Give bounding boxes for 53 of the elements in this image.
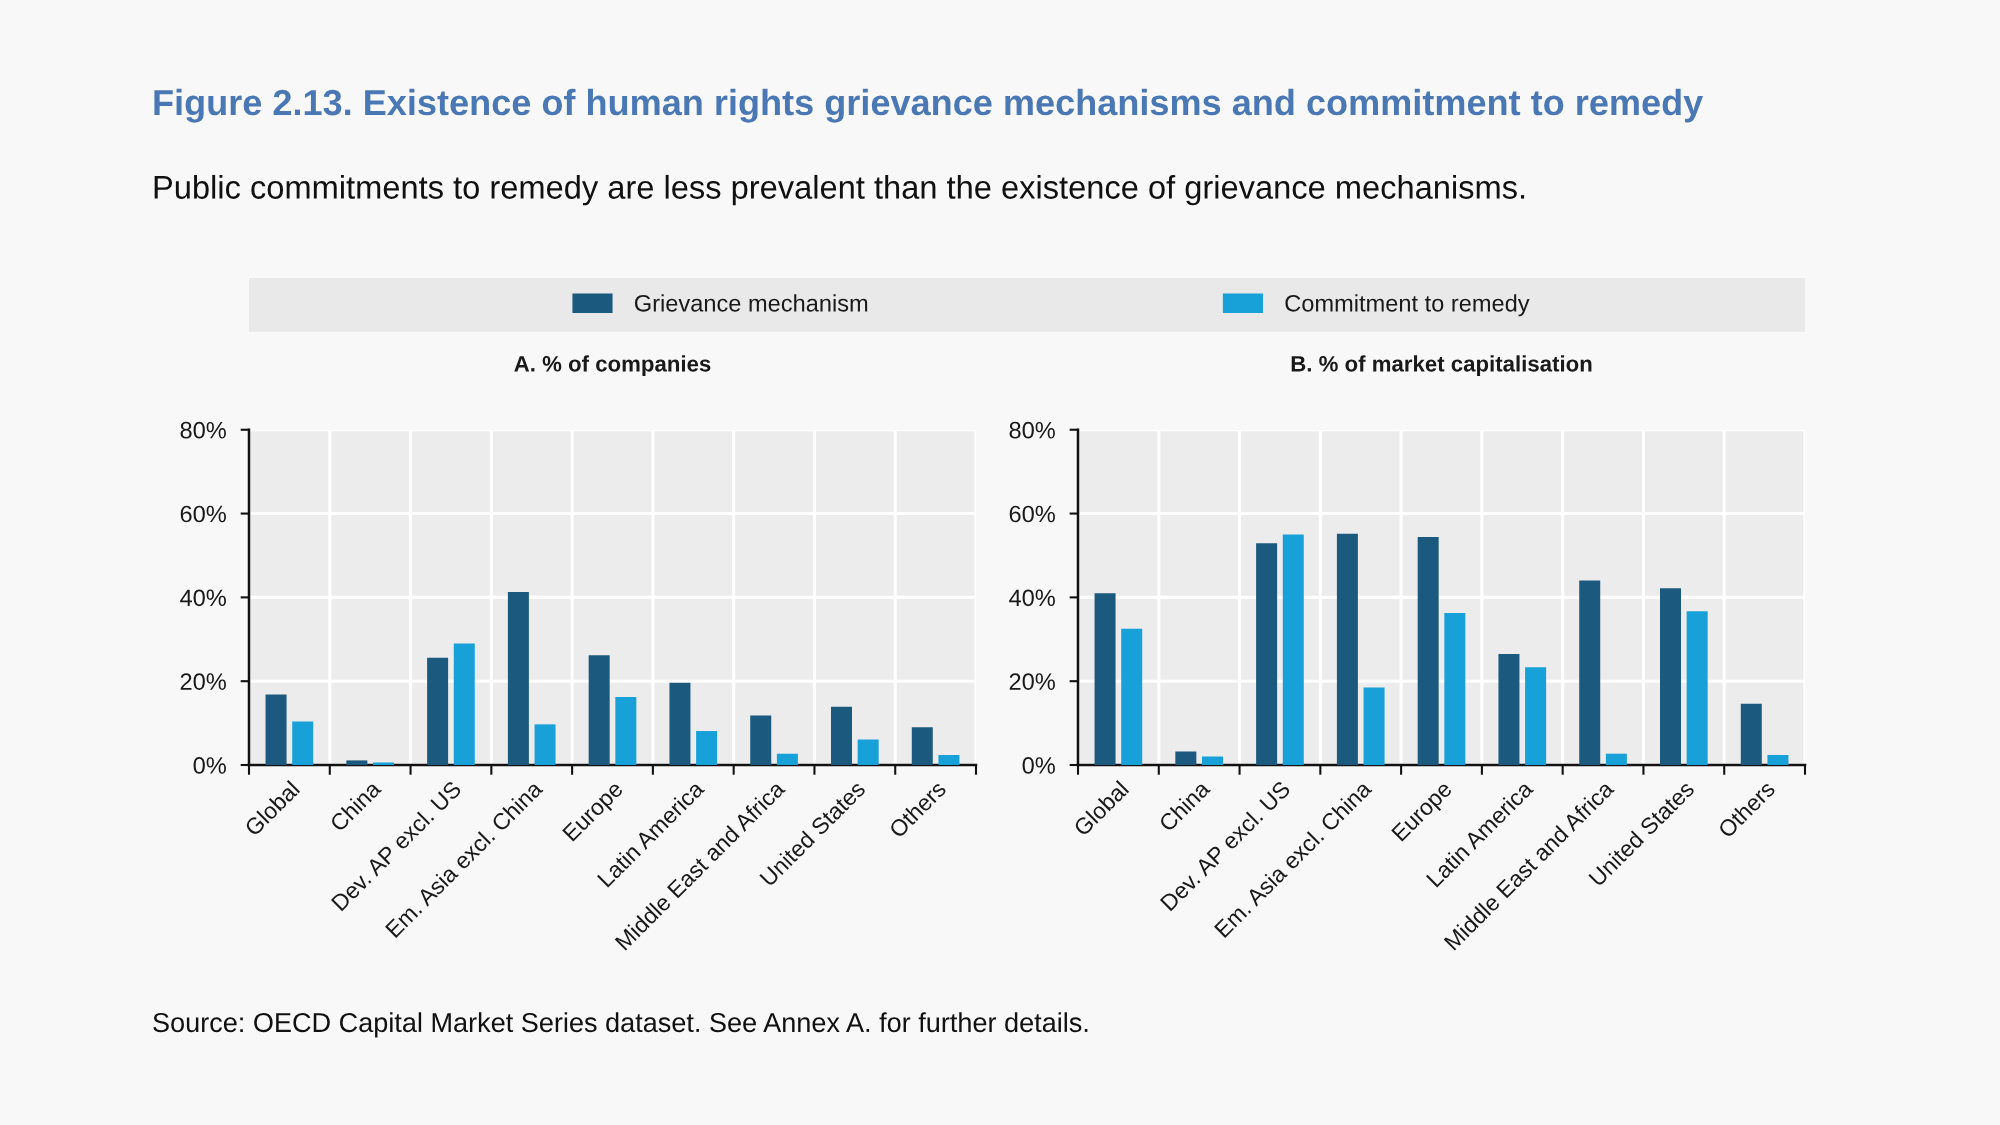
y-tick-label: 60% — [1009, 505, 1055, 523]
bar — [1363, 687, 1385, 765]
bar — [615, 697, 637, 765]
y-tick-label: 80% — [180, 421, 226, 439]
y-tick-label: 80% — [1009, 421, 1055, 439]
bar — [1579, 580, 1601, 765]
bar — [750, 715, 772, 765]
bar — [265, 694, 287, 765]
bar — [1175, 751, 1197, 765]
bar — [1201, 756, 1223, 765]
bar — [669, 682, 691, 765]
bar — [1094, 593, 1116, 765]
bar — [911, 727, 933, 765]
bar — [292, 721, 314, 765]
bar — [507, 591, 529, 765]
bar — [831, 706, 853, 765]
bar — [857, 739, 879, 765]
bar — [1444, 612, 1466, 765]
bar — [1740, 703, 1762, 765]
y-tick-label: 40% — [1009, 589, 1055, 607]
chart-title: B. % of market capitalisation — [1291, 355, 1592, 377]
bar — [1417, 537, 1439, 765]
bar — [1256, 543, 1278, 765]
source-note: Source: OECD Capital Market Series dataset. See Annex A. for further details. — [153, 1012, 1088, 1038]
bar — [1282, 534, 1304, 765]
bar — [938, 754, 960, 765]
caption: Figure 2.13. Existence of human rights grievance mechanisms and commitment to remedy — [154, 88, 1704, 123]
text: Public commitments to remedy are less prevalent than the existence of grievance mechanisms. — [154, 174, 1525, 206]
bar — [1121, 628, 1143, 765]
bar — [372, 762, 394, 765]
bar — [453, 643, 475, 765]
bar — [1660, 588, 1682, 765]
y-tick-label: 0% — [193, 757, 226, 774]
bar — [1605, 753, 1627, 765]
y-tick-label: 60% — [180, 505, 226, 523]
bar — [1767, 754, 1789, 765]
y-tick-label: 20% — [180, 673, 226, 690]
chart-title: A. % of companies — [514, 355, 711, 377]
y-tick-label: 40% — [180, 589, 226, 607]
bar — [1525, 667, 1547, 765]
legend-label: Commitment to remedy — [1285, 294, 1530, 317]
bar — [427, 657, 449, 765]
legend-label: Grievance mechanism — [635, 294, 868, 312]
bar — [1498, 653, 1520, 765]
bar — [696, 731, 718, 765]
bar — [346, 760, 368, 765]
y-tick-label: 20% — [1009, 673, 1055, 690]
bar — [1336, 533, 1358, 765]
bar — [776, 753, 798, 765]
bar — [1686, 611, 1708, 765]
bar — [588, 655, 610, 765]
y-tick-label: 0% — [1022, 757, 1055, 774]
bar — [534, 724, 556, 765]
